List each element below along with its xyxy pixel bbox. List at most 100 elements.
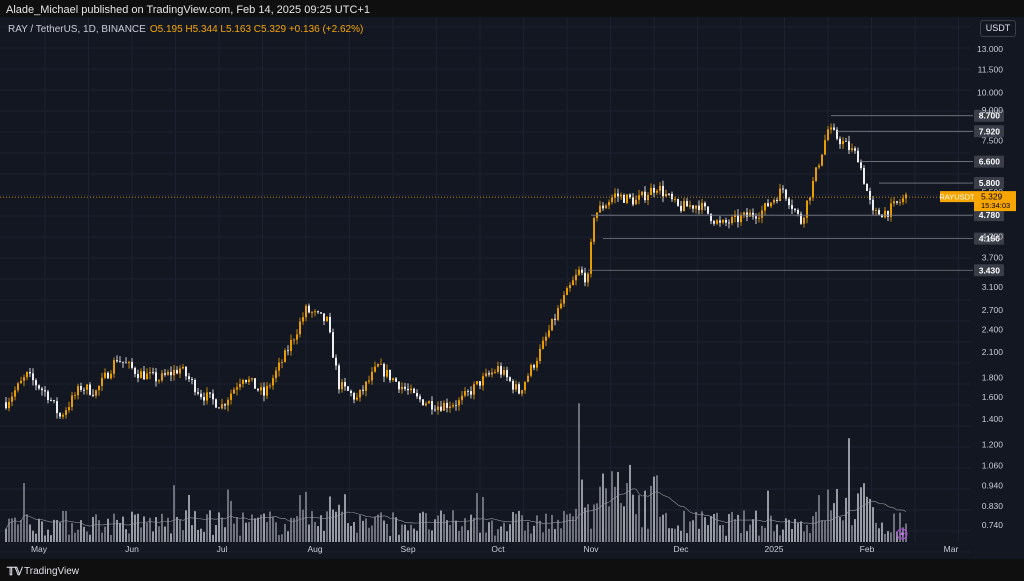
- volume-bar: [239, 535, 241, 542]
- volume-bar: [578, 403, 580, 542]
- candle-body: [737, 214, 739, 223]
- volume-bar: [782, 529, 784, 542]
- volume-bar: [26, 514, 28, 542]
- volume-bar: [473, 517, 475, 542]
- volume-bar: [836, 488, 838, 542]
- candle-body: [320, 312, 322, 314]
- candle-body: [98, 385, 100, 391]
- volume-bar: [653, 476, 655, 542]
- volume-bar: [284, 523, 286, 542]
- candle-body: [164, 373, 166, 375]
- volume-bar: [740, 532, 742, 542]
- candle-body: [452, 405, 454, 407]
- volume-bar: [794, 518, 796, 542]
- candle-body: [875, 209, 877, 211]
- candle-body: [368, 380, 370, 382]
- volume-bar: [731, 511, 733, 542]
- volume-bar: [32, 530, 34, 542]
- level-label: 8.700: [979, 111, 1001, 121]
- volume-bar: [200, 528, 202, 542]
- volume-bar: [80, 520, 82, 542]
- volume-bar: [551, 514, 553, 542]
- candle-body: [794, 208, 796, 210]
- candle-body: [644, 191, 646, 201]
- candle-body: [107, 372, 109, 379]
- candle-body: [587, 273, 589, 283]
- candle-body: [821, 154, 823, 166]
- currency-button[interactable]: USDT: [980, 20, 1016, 37]
- candle-body: [629, 194, 631, 198]
- candle-body: [101, 377, 103, 386]
- level-label-box: [974, 232, 1004, 245]
- candle-body: [347, 386, 349, 391]
- candle-body: [35, 380, 37, 386]
- volume-bar: [350, 525, 352, 542]
- candle-body: [749, 212, 751, 217]
- candle-body: [71, 395, 73, 408]
- candle-body: [425, 403, 427, 406]
- volume-bar: [413, 528, 415, 542]
- volume-bar: [704, 517, 706, 542]
- volume-bar: [749, 524, 751, 542]
- x-tick-label: Oct: [491, 544, 505, 554]
- candle-body: [632, 197, 634, 205]
- volume-bar: [161, 513, 163, 542]
- price-chart[interactable]: 8.700 7.920 6.600 5.800 4.780 4.150 3.430 13.0…: [0, 17, 1024, 559]
- volume-bar: [35, 533, 37, 542]
- candle-body: [674, 199, 676, 200]
- volume-bar: [623, 506, 625, 542]
- candle-body: [302, 317, 304, 322]
- candle-body: [464, 391, 466, 396]
- candle-body: [53, 400, 55, 402]
- candle-body: [503, 370, 505, 375]
- y-tick-label: 1.200: [982, 440, 1004, 450]
- candle-body: [443, 402, 445, 411]
- volume-bar: [164, 526, 166, 542]
- candle-body: [779, 188, 781, 201]
- volume-bar: [17, 524, 19, 542]
- candle-body: [869, 190, 871, 200]
- volume-bar: [905, 523, 907, 542]
- level-label-box: [974, 109, 1004, 122]
- chart-grid: [0, 17, 970, 553]
- candle-body: [830, 127, 832, 130]
- x-tick-label: Feb: [860, 544, 875, 554]
- candlesticks: [5, 123, 907, 420]
- candle-body: [323, 313, 325, 322]
- candle-body: [677, 199, 679, 206]
- candle-body: [200, 393, 202, 397]
- candle-body: [584, 272, 586, 283]
- candle-body: [182, 366, 184, 369]
- volume-bar: [641, 527, 643, 542]
- volume-bar: [785, 518, 787, 542]
- candle-body: [152, 372, 154, 373]
- y-tick-label: 9.000: [982, 105, 1004, 115]
- candle-body: [353, 393, 355, 400]
- candle-body: [806, 200, 808, 218]
- volume-bar: [131, 511, 133, 542]
- candle-body: [209, 392, 211, 394]
- candle-body: [803, 217, 805, 224]
- candle-body: [386, 369, 388, 377]
- volume-bar: [527, 522, 529, 542]
- candle-body: [41, 388, 43, 391]
- volume-bar: [635, 514, 637, 542]
- candle-body: [833, 127, 835, 130]
- volume-bar: [104, 526, 106, 542]
- volume-bar: [563, 511, 565, 542]
- candle-body: [257, 388, 259, 391]
- volume-bar: [251, 514, 253, 542]
- volume-bar: [41, 521, 43, 542]
- volume-bar: [296, 516, 298, 542]
- volume-moving-average: [5, 488, 907, 529]
- volume-bar: [401, 524, 403, 542]
- volume-bar: [110, 534, 112, 542]
- lightning-icon[interactable]: [896, 528, 908, 540]
- candle-body: [473, 384, 475, 395]
- candle-body: [419, 396, 421, 400]
- volume-bar: [206, 514, 208, 542]
- volume-bar: [632, 494, 634, 542]
- candle-body: [305, 305, 307, 318]
- volume-bar: [758, 535, 760, 542]
- candle-body: [551, 318, 553, 331]
